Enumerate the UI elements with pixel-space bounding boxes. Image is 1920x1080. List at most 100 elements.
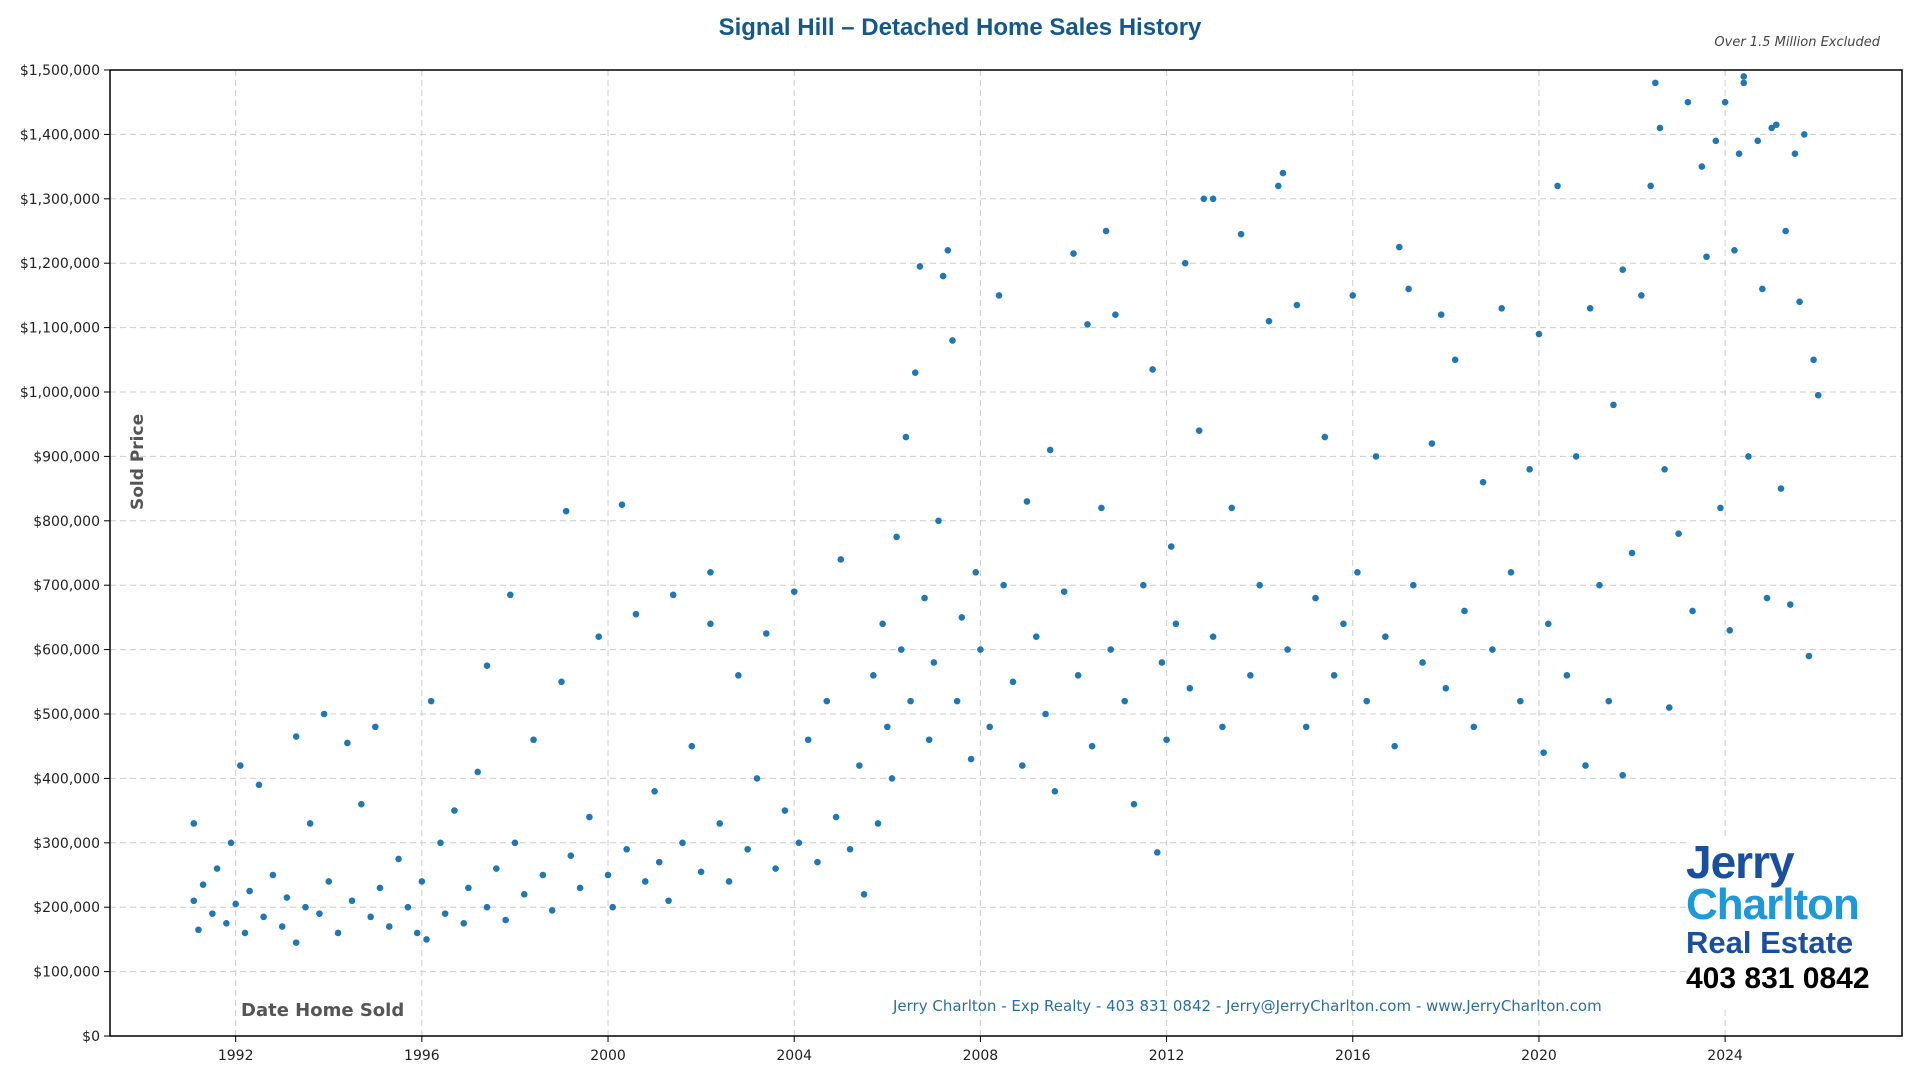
data-point: [1754, 137, 1762, 145]
data-point: [1535, 330, 1543, 338]
data-point: [669, 591, 677, 599]
data-point: [618, 501, 626, 509]
data-point: [255, 781, 263, 789]
data-point: [860, 891, 868, 898]
data-point: [1628, 549, 1636, 557]
data-point: [688, 742, 696, 750]
y-tick-label: $1,200,000: [20, 256, 100, 272]
data-point: [1209, 195, 1217, 203]
data-point: [1805, 652, 1813, 660]
data-point: [437, 839, 444, 847]
data-point: [744, 845, 751, 853]
data-point: [1130, 800, 1138, 808]
data-point: [372, 723, 379, 731]
y-tick-label: $1,100,000: [20, 321, 100, 337]
data-point: [1219, 723, 1226, 731]
data-point: [1703, 253, 1710, 261]
data-point: [1382, 633, 1389, 641]
data-point: [1186, 684, 1194, 692]
y-axis-label: Sold Price: [128, 413, 148, 510]
data-point: [930, 659, 938, 666]
data-point: [870, 672, 877, 679]
data-point: [623, 845, 630, 853]
data-point: [1479, 478, 1487, 486]
data-point: [1032, 633, 1040, 641]
data-point: [1619, 771, 1627, 779]
data-point: [1009, 678, 1017, 686]
data-point: [814, 858, 821, 866]
data-point: [762, 630, 770, 637]
data-point: [1507, 569, 1515, 576]
data-point: [665, 897, 672, 905]
data-point: [483, 903, 491, 911]
data-point: [1363, 697, 1371, 705]
plot-frame: [109, 69, 1903, 1037]
data-point: [1442, 684, 1450, 692]
data-point: [1200, 195, 1208, 203]
data-point: [823, 697, 831, 705]
data-point: [1312, 594, 1319, 602]
data-point: [1112, 311, 1119, 319]
data-point: [772, 865, 779, 872]
data-point: [1698, 163, 1706, 170]
data-point: [921, 594, 928, 602]
data-point: [241, 929, 249, 937]
data-point: [874, 820, 882, 827]
data-point: [1814, 391, 1822, 399]
data-point: [1405, 285, 1412, 293]
y-tick-label: $0: [82, 1029, 100, 1045]
data-point: [609, 903, 616, 911]
data-point: [1470, 723, 1478, 731]
y-tick-label: $700,000: [33, 578, 100, 594]
data-point: [1451, 356, 1459, 364]
data-point: [1349, 292, 1357, 299]
data-point: [292, 939, 300, 946]
x-axis-label: Date Home Sold: [241, 1000, 405, 1021]
data-point: [1763, 594, 1771, 602]
data-point: [707, 569, 714, 576]
data-point: [548, 907, 556, 914]
data-point: [1675, 530, 1682, 537]
data-point: [1554, 182, 1561, 190]
x-tick-label: 2016: [1335, 1048, 1371, 1064]
data-point: [190, 897, 198, 905]
data-point: [856, 762, 863, 769]
y-tick-label: $200,000: [33, 900, 100, 916]
data-point: [995, 292, 1003, 299]
data-point: [1731, 247, 1738, 254]
data-point: [1721, 98, 1729, 106]
y-tick-label: $1,300,000: [20, 192, 100, 208]
y-tick-label: $1,400,000: [20, 127, 100, 143]
data-point: [1461, 607, 1468, 615]
chart-title: Signal Hill – Detached Home Sales Histor…: [718, 14, 1202, 41]
data-point: [977, 646, 984, 653]
data-point: [325, 878, 333, 885]
data-point: [344, 739, 351, 747]
data-point: [1330, 672, 1338, 679]
data-point: [641, 878, 649, 885]
data-point: [907, 697, 914, 705]
data-point: [376, 884, 384, 892]
x-tick-label: 2008: [963, 1048, 999, 1064]
data-point: [1396, 243, 1403, 251]
data-point: [1773, 121, 1780, 129]
data-point: [195, 926, 202, 934]
y-tick-label: $900,000: [33, 449, 100, 465]
data-point: [1023, 498, 1031, 505]
x-tick-label: 1992: [218, 1048, 254, 1064]
data-point: [1158, 659, 1166, 666]
data-point: [1652, 79, 1659, 87]
data-point: [1437, 311, 1445, 319]
data-point: [1498, 304, 1506, 312]
data-point: [1740, 79, 1748, 87]
data-point: [1726, 626, 1734, 634]
data-point: [1517, 697, 1524, 705]
data-point: [427, 697, 435, 705]
data-point: [316, 910, 323, 917]
data-point: [1340, 620, 1347, 628]
data-point: [1544, 620, 1552, 628]
data-point: [972, 569, 980, 576]
data-point: [1140, 581, 1147, 589]
data-point: [1572, 453, 1580, 460]
data-point: [1689, 607, 1696, 615]
